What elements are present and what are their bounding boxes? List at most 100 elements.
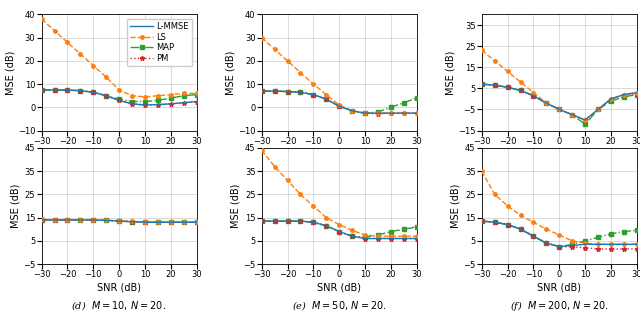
LS — [530, 90, 538, 94]
L-MMSE — [516, 89, 524, 92]
PM — [581, 246, 589, 250]
PM — [258, 219, 266, 223]
MAP — [516, 89, 524, 92]
MAP — [374, 233, 382, 237]
PM — [154, 220, 162, 224]
L-MMSE — [284, 90, 291, 93]
L-MMSE — [530, 94, 538, 98]
L-MMSE — [77, 218, 84, 222]
LS — [141, 220, 148, 224]
MAP — [620, 95, 628, 99]
L-MMSE — [374, 111, 382, 115]
MAP — [516, 227, 524, 231]
PM — [323, 224, 330, 228]
PM — [516, 89, 524, 92]
PM — [516, 227, 524, 231]
MAP — [180, 220, 188, 224]
Line: MAP: MAP — [260, 219, 419, 239]
MAP — [258, 219, 266, 223]
MAP — [77, 89, 84, 92]
L-MMSE — [543, 101, 550, 105]
PM — [310, 220, 317, 224]
L-MMSE — [504, 85, 511, 89]
LS — [284, 59, 291, 63]
L-MMSE — [154, 103, 162, 107]
PM — [504, 85, 511, 89]
L-MMSE — [478, 219, 486, 223]
MAP — [633, 228, 640, 232]
L-MMSE — [258, 219, 266, 223]
L-MMSE — [38, 218, 45, 222]
PM — [90, 218, 97, 222]
PM — [620, 93, 628, 97]
MAP — [323, 224, 330, 228]
L-MMSE — [568, 243, 576, 247]
LS — [141, 95, 148, 99]
Text: (c)  $M = 200,\, N = 5$.: (c) $M = 200,\, N = 5$. — [512, 166, 607, 178]
Text: (d)  $M = 10,\, N = 20$.: (d) $M = 10,\, N = 20$. — [72, 299, 167, 312]
MAP — [374, 110, 382, 114]
LS — [258, 36, 266, 40]
LS — [90, 218, 97, 222]
MAP — [115, 219, 123, 223]
LS — [568, 113, 576, 117]
Line: LS: LS — [260, 36, 419, 115]
L-MMSE — [63, 218, 71, 222]
PM — [594, 247, 602, 251]
L-MMSE — [296, 90, 304, 94]
PM — [63, 88, 71, 92]
LS — [115, 88, 123, 92]
PM — [374, 237, 382, 241]
MAP — [90, 218, 97, 222]
L-MMSE — [556, 245, 563, 249]
MAP — [63, 88, 71, 92]
L-MMSE — [77, 89, 84, 92]
MAP — [400, 101, 408, 105]
MAP — [167, 220, 175, 224]
LS — [374, 111, 382, 115]
L-MMSE — [193, 99, 200, 103]
L-MMSE — [491, 220, 499, 224]
MAP — [154, 220, 162, 224]
LS — [128, 219, 136, 223]
LS — [400, 111, 408, 115]
MAP — [607, 232, 615, 236]
PM — [90, 90, 97, 94]
L-MMSE — [271, 219, 278, 223]
LS — [51, 29, 58, 33]
L-MMSE — [180, 101, 188, 105]
MAP — [620, 230, 628, 233]
Text: (b)  $M = 50,\, N = 5$.: (b) $M = 50,\, N = 5$. — [294, 166, 384, 178]
LS — [296, 71, 304, 74]
LS — [167, 220, 175, 224]
LS — [63, 218, 71, 222]
L-MMSE — [387, 237, 395, 241]
MAP — [296, 90, 304, 94]
Line: MAP: MAP — [480, 219, 639, 248]
X-axis label: SNR (dB): SNR (dB) — [97, 282, 141, 292]
L-MMSE — [167, 102, 175, 106]
LS — [115, 219, 123, 223]
LS — [63, 41, 71, 44]
L-MMSE — [323, 97, 330, 101]
LS — [361, 111, 369, 115]
L-MMSE — [504, 223, 511, 226]
PM — [141, 103, 148, 107]
PM — [271, 89, 278, 93]
Line: LS: LS — [480, 49, 639, 122]
LS — [387, 111, 395, 115]
L-MMSE — [348, 109, 356, 113]
LS — [102, 75, 110, 79]
LS — [284, 178, 291, 182]
LS — [335, 103, 343, 107]
L-MMSE — [348, 234, 356, 238]
LS — [38, 218, 45, 222]
LS — [620, 93, 628, 97]
LS — [77, 52, 84, 56]
L-MMSE — [63, 88, 71, 92]
L-MMSE — [167, 220, 175, 224]
Line: MAP: MAP — [40, 88, 198, 103]
L-MMSE — [335, 230, 343, 233]
LS — [491, 193, 499, 196]
PM — [102, 94, 110, 98]
